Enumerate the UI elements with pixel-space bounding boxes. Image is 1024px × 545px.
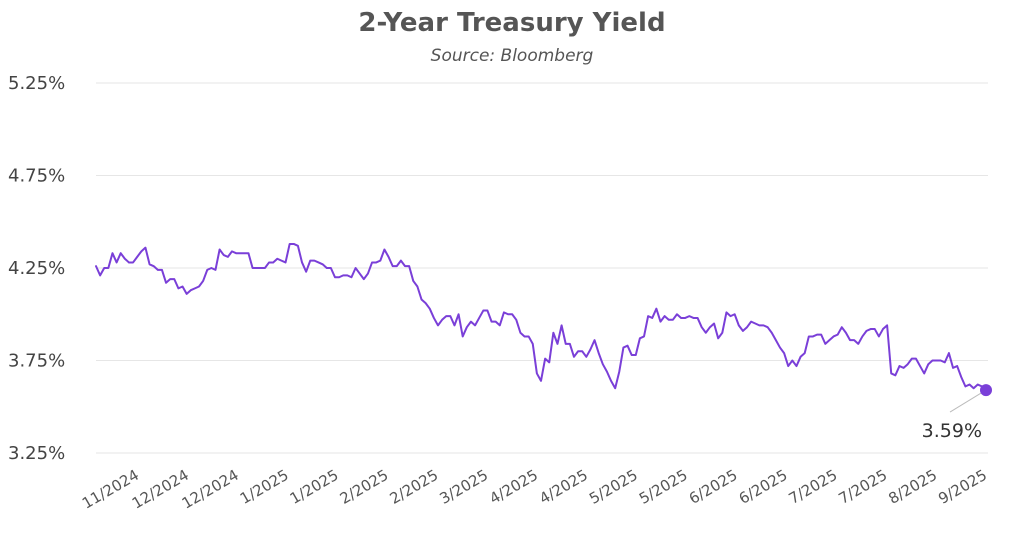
y-tick-label: 4.25% — [8, 258, 65, 279]
end-point-marker — [980, 384, 992, 397]
x-tick-label: 4/2025 — [486, 466, 541, 508]
x-tick-label: 1/2025 — [287, 466, 342, 508]
x-tick-label: 4/2025 — [536, 466, 591, 508]
chart-title: 2-Year Treasury Yield — [358, 8, 666, 38]
callout-leader — [949, 389, 987, 413]
y-tick-label: 4.75% — [8, 166, 65, 187]
x-tick-label: 9/2025 — [935, 466, 990, 508]
x-tick-label: 8/2025 — [885, 466, 940, 508]
x-tick-label: 5/2025 — [586, 466, 641, 508]
x-tick-label: 12/2024 — [179, 466, 242, 513]
x-tick-label: 7/2025 — [836, 466, 891, 508]
series-line — [95, 242, 987, 392]
x-tick-label: 11/2024 — [79, 466, 142, 513]
x-tick-label: 7/2025 — [786, 466, 841, 508]
end-value-label: 3.59% — [922, 420, 982, 442]
x-tick-label: 6/2025 — [736, 466, 791, 508]
x-tick-label: 1/2025 — [237, 466, 292, 508]
y-tick-label: 3.25% — [8, 443, 65, 464]
x-tick-label: 2/2025 — [337, 466, 392, 508]
x-tick-label: 3/2025 — [436, 466, 491, 508]
x-tick-label: 2/2025 — [387, 466, 442, 508]
y-tick-label: 5.25% — [8, 73, 65, 94]
x-tick-label: 5/2025 — [636, 466, 691, 508]
x-tick-label: 6/2025 — [686, 466, 741, 508]
chart-subtitle: Source: Bloomberg — [430, 46, 594, 66]
y-tick-label: 3.75% — [8, 351, 65, 372]
x-tick-label: 12/2024 — [129, 466, 192, 513]
